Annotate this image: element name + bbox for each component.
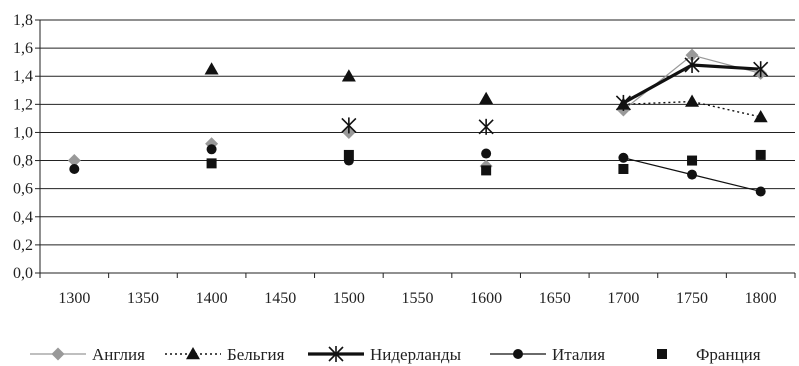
legend-marker [513,349,523,359]
data-point-series-1 [685,94,700,107]
diamond-shape [67,154,81,168]
data-point-series-4 [687,155,698,166]
data-point-series-4 [618,163,629,174]
legend-label: Бельгия [227,345,285,364]
square-shape [657,349,667,359]
gridlines [40,19,795,274]
y-tick-label: 0,0 [13,265,33,282]
y-tick-label: 1,2 [13,96,33,113]
legend-item: Нидерланды [308,345,462,364]
y-tick-label: 1,4 [13,68,33,85]
data-point-series-3 [618,152,629,163]
circle-shape [69,163,80,174]
x-tick-label: 1450 [264,290,296,307]
legend-marker [186,347,200,360]
triangle-shape [186,347,200,360]
square-shape [343,149,354,160]
diamond-shape [685,48,699,62]
data-point-series-3 [206,144,217,155]
series-line-1 [623,100,761,118]
legend-marker [657,349,667,359]
y-tick-label: 0,4 [13,209,33,226]
x-tick-label: 1700 [607,290,639,307]
data-point-series-1 [204,62,219,75]
circle-shape [687,169,698,180]
data-point-series-0 [67,154,81,168]
x-tick-label: 1750 [676,290,708,307]
square-shape [206,158,217,169]
circle-shape [206,144,217,155]
legend-marker [51,347,65,361]
x-tick-label: 1350 [127,290,159,307]
square-shape [755,149,766,160]
x-axis-ticks: 1300 1350 1400 1450 1500 1550 1600 1650 1700 1750… [39,273,796,307]
triangle-shape [341,69,356,82]
data-point-series-4 [206,158,217,169]
legend-item: Англия [30,345,145,364]
x-tick-label: 1550 [402,290,434,307]
y-tick-label: 1,8 [13,12,33,29]
y-tick-label: 1,6 [13,40,33,57]
circle-shape [513,349,523,359]
x-tick-label: 1600 [470,290,502,307]
legend-item: Италия [490,345,605,364]
legend: Англия Бельгия Нидерланды Италия Франция [30,345,761,364]
y-tick-label: 1,0 [13,124,33,141]
legend-label: Англия [92,345,145,364]
y-axis-ticks: 0,0 0,2 0,4 0,6 0,8 1,0 1,2 1,4 1,6 1,8 [13,12,40,282]
triangle-shape [753,109,768,123]
data-point-series-1 [753,109,768,123]
data-point-series-4 [481,165,492,176]
circle-shape [618,152,629,163]
data-point-series-3 [69,163,80,174]
data-point-series-0 [685,48,699,62]
data-point-series-4 [343,149,354,160]
legend-label: Франция [696,345,761,364]
x-tick-label: 1400 [196,290,228,307]
axes [39,20,795,274]
x-tick-label: 1650 [539,290,571,307]
circle-shape [481,148,492,159]
square-shape [687,155,698,166]
legend-item: Франция [657,345,761,364]
data-point-series-2 [615,94,631,111]
triangle-shape [479,91,494,104]
triangle-shape [204,62,219,75]
legend-label: Нидерланды [370,345,462,364]
square-shape [618,163,629,174]
legend-marker [328,346,344,362]
x-tick-label: 1500 [333,290,365,307]
data-point-series-1 [341,69,356,82]
legend-item: Бельгия [165,345,285,364]
data-point-series-4 [755,149,766,160]
y-tick-label: 0,2 [13,237,33,254]
y-tick-label: 0,6 [13,181,33,198]
legend-label: Италия [552,345,605,364]
series-markers [67,48,769,197]
data-point-series-1 [479,91,494,104]
data-point-series-2 [478,118,494,135]
circle-shape [755,186,766,197]
y-tick-label: 0,8 [13,153,33,170]
diamond-shape [51,347,65,361]
data-point-series-3 [481,148,492,159]
triangle-shape [685,94,700,107]
data-point-series-2 [753,61,769,78]
data-point-series-3 [687,169,698,180]
data-point-series-3 [755,186,766,197]
x-tick-label: 1800 [745,290,777,307]
square-shape [481,165,492,176]
data-point-series-2 [341,117,357,134]
x-tick-label: 1300 [58,290,90,307]
data-point-series-2 [684,56,700,73]
